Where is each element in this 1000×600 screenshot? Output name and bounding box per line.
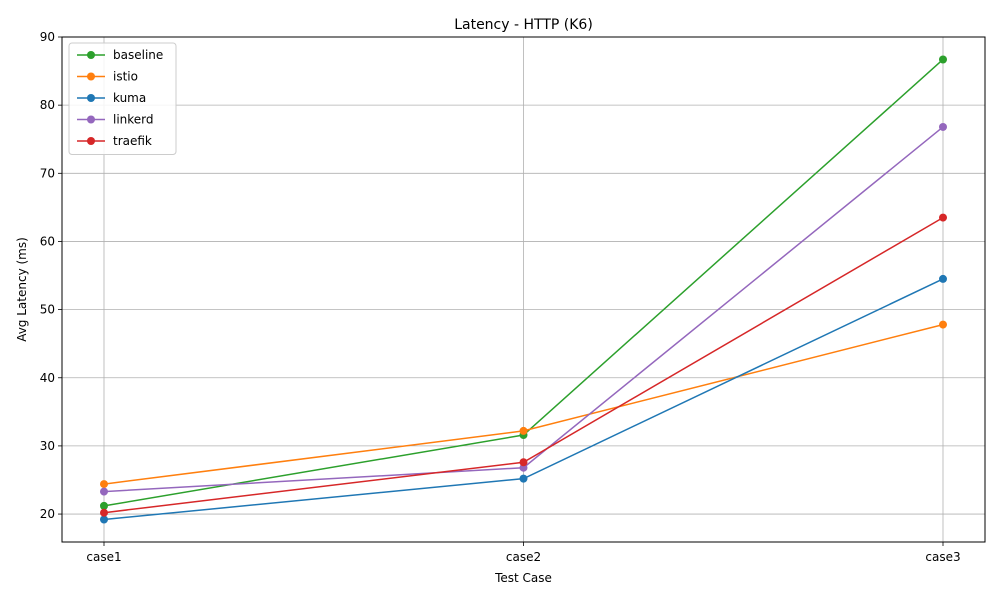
data-point-linkerd — [100, 487, 108, 496]
legend: baseline istio kuma linkerd traefik — [68, 42, 177, 155]
legend-swatch-marker — [87, 137, 95, 145]
x-tick-label: case3 — [925, 550, 960, 564]
legend-item-baseline: baseline — [77, 48, 163, 62]
data-point-traefik — [100, 508, 108, 517]
legend-item-traefik: traefik — [77, 134, 152, 148]
data-point-linkerd — [939, 122, 947, 131]
series-kuma — [100, 274, 947, 524]
legend-label: traefik — [113, 134, 152, 148]
y-tick-label: 80 — [40, 98, 55, 112]
series-layer — [100, 55, 947, 524]
x-tick-label: case1 — [86, 550, 121, 564]
series-istio — [100, 320, 947, 489]
legend-item-kuma: kuma — [77, 91, 146, 105]
data-point-traefik — [519, 458, 528, 467]
data-point-traefik — [939, 213, 947, 222]
legend-swatch-marker — [87, 115, 95, 124]
data-point-kuma — [519, 474, 528, 483]
y-tick-label: 70 — [40, 166, 55, 180]
legend-item-istio: istio — [77, 70, 138, 84]
data-point-baseline — [100, 501, 108, 510]
legend-label: kuma — [113, 91, 146, 105]
x-axis-label: Test Case — [494, 571, 552, 585]
legend-swatch-marker — [87, 94, 95, 102]
y-tick-label: 60 — [40, 234, 55, 248]
data-point-kuma — [100, 515, 108, 524]
series-baseline — [100, 55, 947, 510]
data-point-istio — [519, 426, 528, 435]
y-tick-label: 30 — [40, 439, 55, 453]
y-tick-label: 20 — [40, 507, 55, 521]
series-traefik — [100, 213, 947, 517]
y-tick-label: 50 — [40, 303, 55, 317]
y-axis-label: Avg Latency (ms) — [15, 237, 29, 342]
legend-swatch-marker — [87, 51, 95, 59]
data-point-istio — [939, 320, 947, 329]
y-tick-label: 40 — [40, 371, 55, 385]
legend-label: linkerd — [113, 113, 154, 127]
chart-title: Latency - HTTP (K6) — [454, 17, 593, 33]
data-point-baseline — [939, 55, 947, 64]
legend-item-linkerd: linkerd — [77, 113, 154, 127]
data-point-istio — [100, 480, 108, 489]
data-point-kuma — [939, 274, 947, 283]
legend-box — [68, 42, 177, 155]
legend-label: istio — [113, 70, 138, 84]
legend-label: baseline — [113, 48, 163, 62]
legend-swatch-marker — [87, 72, 95, 81]
axis-layer: case1 case2 case3 20 30 40 50 60 70 80 90 — [40, 30, 961, 564]
x-tick-label: case2 — [506, 550, 541, 564]
y-tick-label: 90 — [40, 30, 55, 44]
